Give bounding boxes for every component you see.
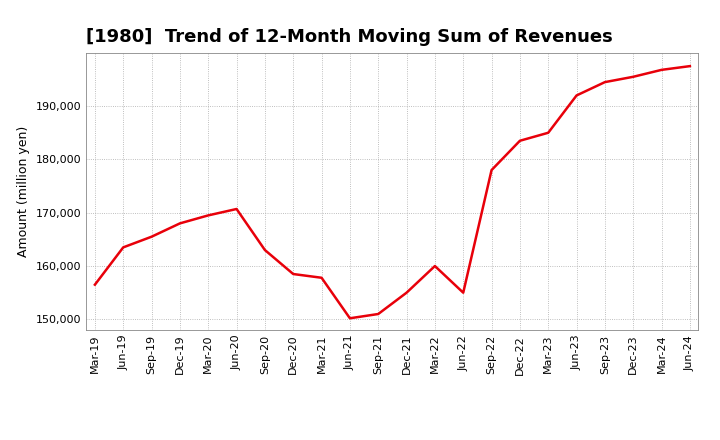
Y-axis label: Amount (million yen): Amount (million yen): [17, 126, 30, 257]
Text: [1980]  Trend of 12-Month Moving Sum of Revenues: [1980] Trend of 12-Month Moving Sum of R…: [86, 28, 613, 46]
